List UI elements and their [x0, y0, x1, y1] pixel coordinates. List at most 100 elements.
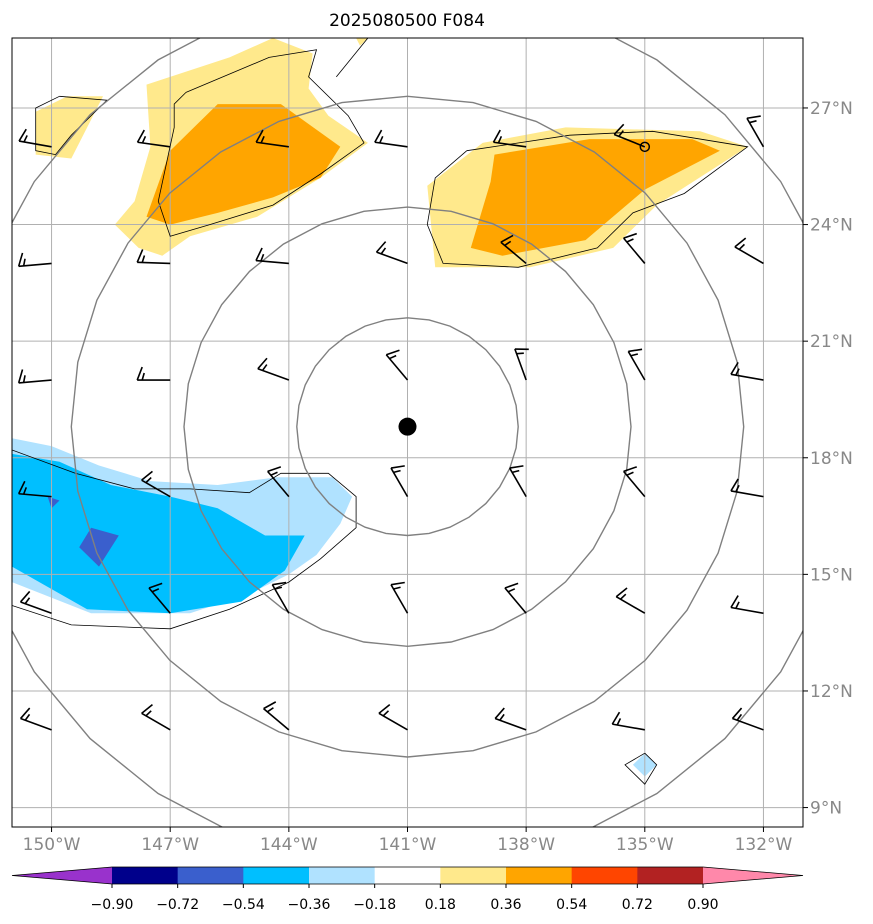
- contour-line: [12, 449, 357, 630]
- wind-barb: [613, 123, 646, 148]
- colorbar: −0.90 −0.72 −0.54 −0.36 −0.18 0.18 0.36 0.54 0.7…: [11, 866, 804, 913]
- wind-barb: [17, 369, 52, 384]
- wind-barb: [374, 129, 408, 148]
- wind-barb: [627, 348, 646, 381]
- filled-region: [12, 453, 305, 614]
- wind-barb: [731, 707, 764, 731]
- colorbar-segment: [374, 867, 441, 884]
- contour-line: [426, 130, 749, 268]
- wind-barb: [746, 115, 765, 148]
- wind-barb: [611, 711, 645, 731]
- wind-barb: [255, 247, 289, 265]
- colorbar-segment: [177, 867, 244, 884]
- wind-barb: [615, 587, 646, 614]
- x-tick-label: 147°W: [141, 835, 199, 855]
- filled-contours: [12, 38, 748, 777]
- wind-barb: [18, 128, 52, 148]
- y-tick-label: 27°N: [810, 99, 853, 119]
- wind-barb: [136, 129, 171, 148]
- range-ring: [70, 95, 745, 758]
- colorbar-segment: [506, 867, 573, 884]
- y-tick-label: 9°N: [810, 799, 842, 819]
- colorbar-segment: [571, 867, 638, 884]
- colorbar-tick-label: −0.72: [156, 897, 199, 913]
- wind-barb: [136, 366, 171, 381]
- wind-barb: [734, 237, 764, 265]
- range-rings: [12, 38, 803, 827]
- wind-barb: [267, 466, 290, 498]
- wind-barb: [263, 701, 290, 731]
- wind-barb: [19, 707, 52, 731]
- colorbar-extend-high: [703, 867, 803, 884]
- contour-line: [157, 49, 365, 237]
- wind-barb: [390, 581, 409, 614]
- colorbar-segment: [112, 867, 179, 884]
- colorbar-segment: [243, 867, 310, 884]
- colorbar-tick-label: −0.54: [222, 897, 265, 913]
- wind-barb: [730, 361, 764, 381]
- x-axis-ticks: 150°W 147°W 144°W 141°W 138°W 135°W 132°W: [23, 827, 793, 855]
- wind-barb: [255, 129, 289, 148]
- wind-barb: [390, 465, 409, 498]
- wind-barbs: [17, 115, 765, 731]
- y-tick-label: 12°N: [810, 682, 853, 702]
- wind-barb: [136, 249, 171, 265]
- filled-region: [146, 104, 341, 225]
- colorbar-tick-label: 0.54: [556, 897, 587, 913]
- wind-barb: [492, 129, 527, 148]
- colorbar-tick-label: 0.18: [425, 897, 456, 913]
- wind-barb: [508, 465, 527, 498]
- range-ring: [296, 317, 519, 537]
- wind-barb: [494, 707, 527, 731]
- y-tick-label: 24°N: [810, 216, 853, 236]
- colorbar-tick-label: 0.36: [490, 897, 521, 913]
- wind-barb: [378, 703, 408, 731]
- colorbar-tick-label: −0.36: [288, 897, 331, 913]
- filled-region: [47, 496, 60, 509]
- x-tick-label: 144°W: [260, 835, 318, 855]
- contour-line: [335, 38, 369, 78]
- range-ring: [12, 38, 803, 827]
- filled-region: [356, 38, 368, 46]
- colorbar-segment: [440, 867, 507, 884]
- colorbar-tick-label: 0.72: [622, 897, 653, 913]
- wind-barb: [730, 478, 764, 498]
- markers: [398, 141, 651, 436]
- map-plot-area: [12, 38, 803, 827]
- chart-title: 2025080500 F084: [329, 11, 485, 31]
- range-ring: [183, 206, 632, 648]
- colorbar-extend-low: [12, 867, 112, 884]
- x-tick-label: 132°W: [735, 835, 793, 855]
- wind-barb: [141, 470, 171, 498]
- wind-barb: [257, 357, 290, 381]
- colorbar-tick-label: 0.90: [687, 897, 718, 913]
- wind-barb: [385, 349, 409, 381]
- wind-barb: [19, 590, 52, 614]
- wind-barb: [500, 234, 527, 265]
- x-tick-label: 138°W: [497, 835, 555, 855]
- wind-barb: [375, 241, 408, 265]
- y-axis-ticks: 9°N 12°N 15°N 18°N 21°N 24°N 27°N: [803, 99, 853, 819]
- wind-barb: [622, 232, 646, 264]
- colorbar-segment: [309, 867, 376, 884]
- x-tick-label: 150°W: [23, 835, 81, 855]
- small-circle-marker: [639, 141, 651, 153]
- x-tick-label: 135°W: [616, 835, 674, 855]
- colorbar-tick-label: −0.90: [91, 897, 134, 913]
- wind-barb: [730, 595, 764, 615]
- y-tick-label: 18°N: [810, 449, 853, 469]
- wind-barb: [622, 466, 646, 498]
- filled-region: [35, 96, 104, 159]
- wind-barb: [504, 582, 527, 614]
- contour-lines: [12, 38, 749, 785]
- filled-region: [470, 139, 720, 256]
- contour-line: [35, 95, 108, 156]
- storm-center-marker: [398, 417, 417, 436]
- contour-line: [624, 752, 658, 785]
- colorbar-tick-label: −0.18: [353, 897, 396, 913]
- wind-barb: [17, 480, 52, 498]
- filled-region: [79, 527, 119, 567]
- x-tick-label: 141°W: [379, 835, 437, 855]
- wind-barb: [141, 703, 171, 731]
